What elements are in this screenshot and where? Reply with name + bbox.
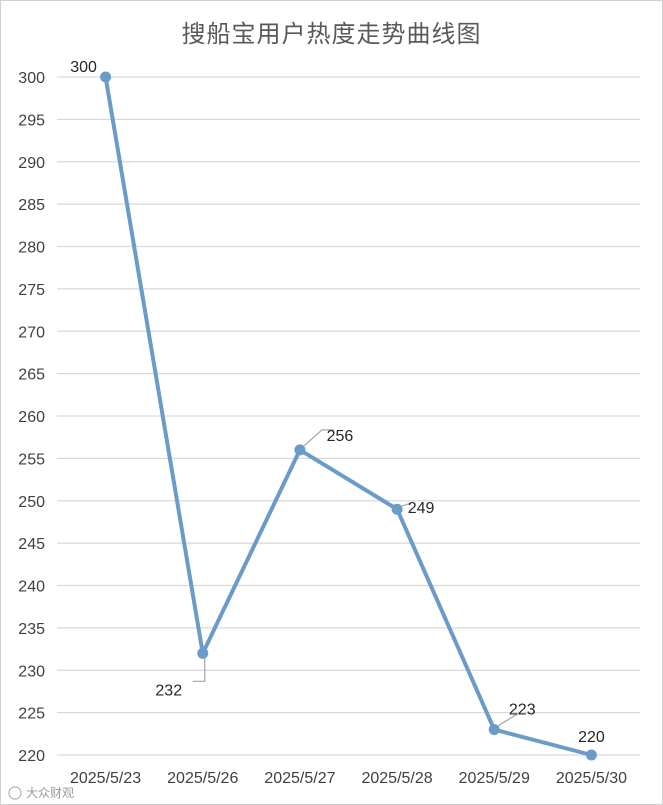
y-tick-label: 295: [18, 112, 45, 129]
data-point: [391, 503, 403, 515]
y-tick-label: 250: [18, 494, 45, 511]
y-tick-label: 290: [18, 155, 45, 172]
y-tick-label: 235: [18, 621, 45, 638]
data-point: [197, 647, 209, 659]
x-tick-label: 2025/5/27: [264, 770, 335, 787]
leader-line: [303, 429, 334, 447]
data-label: 220: [578, 729, 605, 746]
data-point: [294, 444, 306, 456]
data-label: 300: [70, 59, 97, 76]
grid-lines: [57, 76, 640, 756]
leader-line: [400, 502, 412, 507]
data-labels: 300 232 256 249 223 220: [70, 59, 605, 746]
y-tick-label: 270: [18, 324, 45, 341]
data-label: 232: [155, 682, 182, 699]
x-tick-label: 2025/5/23: [70, 770, 141, 787]
data-label: 256: [327, 428, 354, 445]
x-tick-label: 2025/5/30: [556, 770, 627, 787]
y-tick-label: 220: [18, 748, 45, 765]
y-tick-label: 265: [18, 367, 45, 384]
y-tick-label: 230: [18, 663, 45, 680]
leader-line: [192, 657, 206, 682]
y-tick-label: 240: [18, 579, 45, 596]
watermark-text: 大众财观: [26, 786, 74, 800]
y-tick-label: 275: [18, 282, 45, 299]
data-point: [585, 749, 597, 761]
x-axis-ticks: 2025/5/23 2025/5/26 2025/5/27 2025/5/28 2025…: [70, 770, 627, 787]
y-tick-label: 260: [18, 409, 45, 426]
watermark: 大众财观: [8, 786, 74, 800]
y-tick-label: 280: [18, 240, 45, 257]
x-tick-label: 2025/5/26: [167, 770, 238, 787]
label-leader-lines: [192, 429, 519, 727]
y-tick-label: 285: [18, 197, 45, 214]
y-axis-ticks: 220 225 230 235 240 245 250 255 260 265 270 275 280 2…: [18, 70, 45, 765]
data-label: 223: [509, 702, 536, 719]
y-tick-label: 225: [18, 706, 45, 723]
chart-title: 搜船宝用户热度走势曲线图: [181, 20, 482, 48]
watermark-logo-icon: [8, 786, 22, 800]
x-tick-label: 2025/5/29: [459, 770, 530, 787]
leader-line: [497, 713, 519, 727]
data-point: [100, 71, 112, 83]
data-point: [488, 724, 500, 736]
y-tick-label: 255: [18, 451, 45, 468]
x-tick-label: 2025/5/28: [361, 770, 432, 787]
data-points: [100, 71, 597, 761]
data-label: 249: [408, 500, 435, 517]
y-tick-label: 300: [18, 70, 45, 87]
series-line: [103, 75, 594, 757]
y-tick-label: 245: [18, 536, 45, 553]
